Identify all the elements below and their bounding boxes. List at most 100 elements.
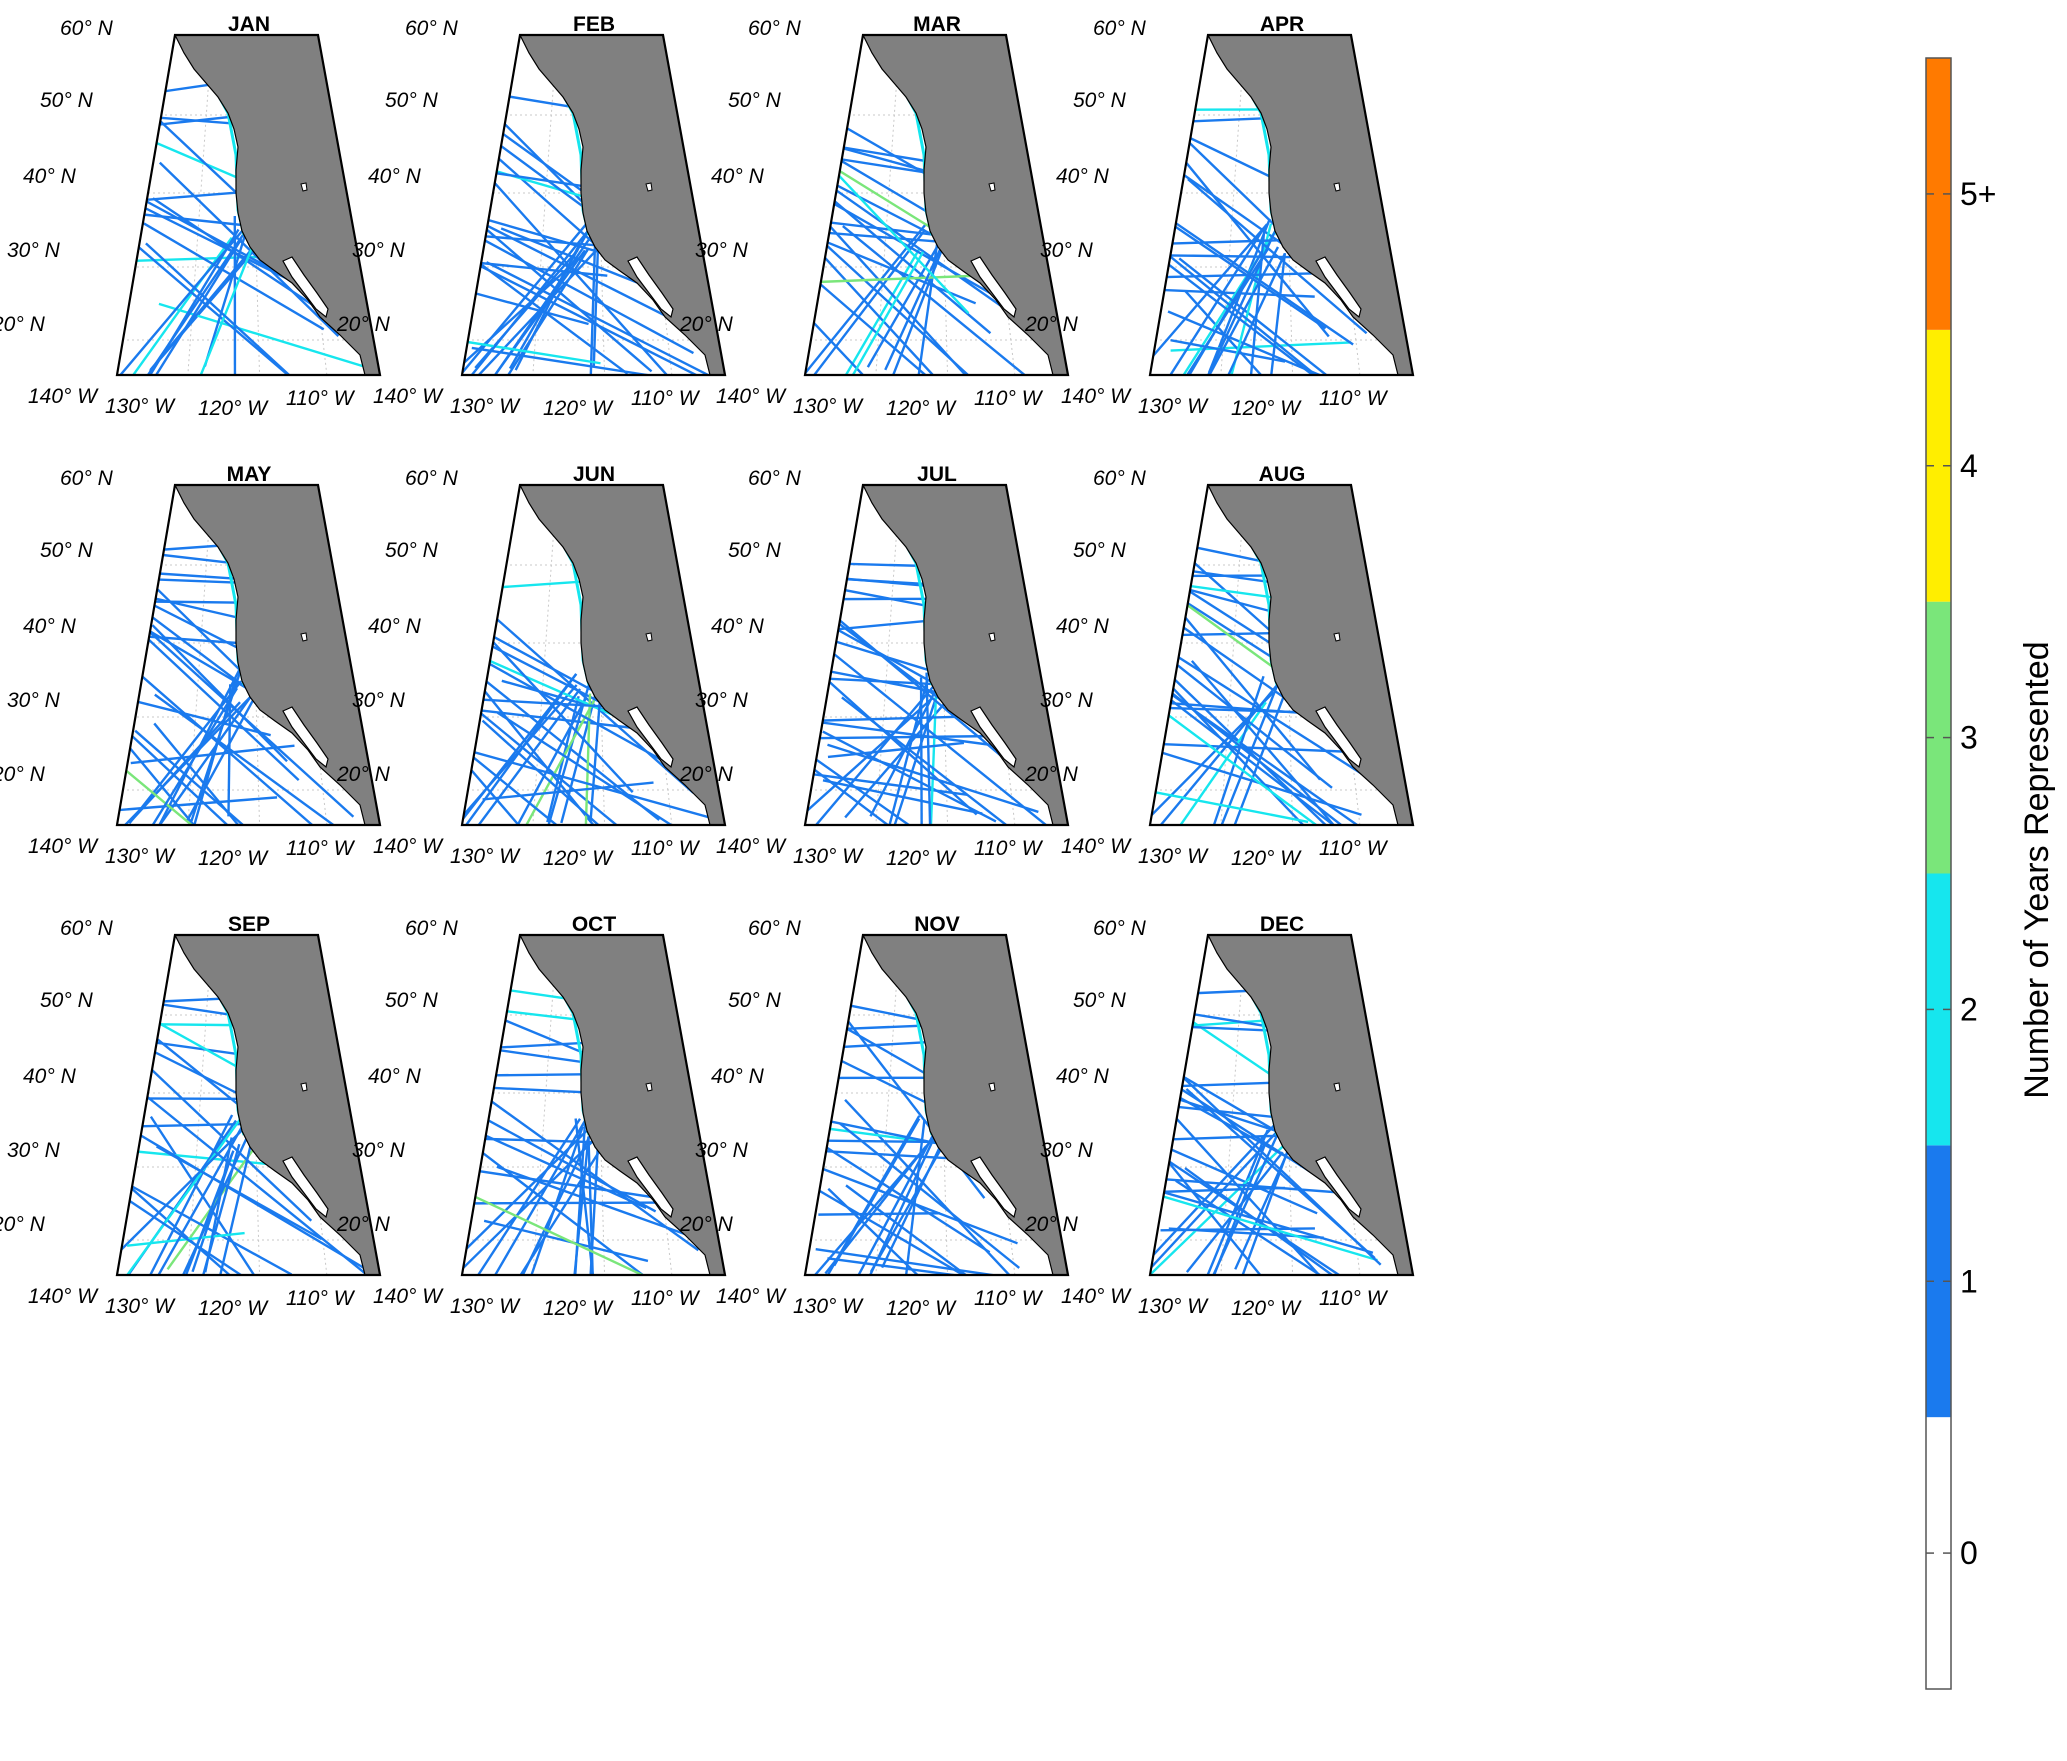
ship-track	[806, 680, 939, 825]
map-panel-jan: JAN 60° N 50° N 40° N 30° N 20° N 140° W 130° W…	[0, 13, 382, 420]
ship-tracks	[805, 79, 1068, 375]
ship-track	[462, 684, 578, 825]
longitude-label: 120° W	[543, 847, 614, 870]
longitude-label: 110° W	[974, 1287, 1044, 1310]
ship-track	[805, 1159, 1018, 1245]
latitude-label: 40° N	[1056, 1065, 1110, 1088]
ship-track	[485, 261, 725, 375]
ship-track	[869, 1143, 945, 1273]
longitude-label: 130° W	[1138, 395, 1209, 418]
ship-track	[1167, 310, 1353, 375]
month-title: MAY	[227, 463, 272, 486]
ship-track	[120, 1178, 361, 1275]
latitude-label: 50° N	[1073, 89, 1127, 112]
ship-track	[815, 1248, 996, 1275]
longitude-label: 140° W	[716, 835, 787, 858]
ship-track	[832, 652, 1049, 825]
graticule-line	[249, 485, 261, 825]
month-title: MAR	[913, 13, 961, 36]
longitude-label: 120° W	[543, 1297, 614, 1320]
land-area	[862, 935, 1068, 1275]
ship-track	[477, 1118, 582, 1275]
colorbar-ticks: 0 1 2 3 4 5+	[1926, 176, 1996, 1571]
month-title: AUG	[1259, 463, 1306, 486]
ship-track	[1198, 214, 1284, 375]
longitude-label: 120° W	[886, 1297, 957, 1320]
ship-track	[483, 1219, 649, 1263]
inland-lake	[1333, 1082, 1341, 1092]
map-panels: JAN 60° N 50° N 40° N 30° N 20° N 140° W 130° W…	[0, 13, 1415, 1320]
ship-track	[481, 719, 725, 825]
ship-track	[584, 693, 592, 825]
latitude-label: 50° N	[1073, 989, 1127, 1012]
ship-track	[117, 796, 278, 812]
gulf-of-california	[1315, 256, 1362, 319]
ship-track	[149, 241, 259, 371]
gulf-of-california	[970, 256, 1017, 319]
latitude-label: 40° N	[23, 1065, 77, 1088]
ship-track	[470, 231, 695, 355]
latitude-label: 60° N	[748, 17, 802, 40]
inland-lake	[645, 182, 653, 192]
ship-track	[925, 672, 932, 825]
land-area	[1207, 35, 1413, 375]
ship-track	[119, 214, 257, 375]
graticule-line	[249, 935, 261, 1275]
ship-track	[192, 235, 258, 375]
latitude-label: 20° N	[1024, 763, 1079, 786]
ship-track	[1160, 227, 1266, 375]
ship-track	[1234, 1144, 1293, 1270]
longitude-label: 130° W	[450, 1295, 521, 1318]
ship-track	[592, 252, 599, 367]
graticule-line	[1282, 485, 1294, 825]
colorbar-frame	[1925, 57, 1952, 1690]
longitude-label: 120° W	[886, 397, 957, 420]
ship-track	[805, 307, 1003, 375]
latitude-label: 40° N	[711, 1065, 765, 1088]
ship-track	[902, 1119, 926, 1275]
inland-lake	[300, 182, 308, 192]
ship-track	[1160, 248, 1394, 375]
longitude-label: 140° W	[373, 385, 444, 408]
graticule-line	[937, 935, 949, 1275]
longitude-label: 110° W	[1319, 387, 1389, 410]
ship-track	[1207, 218, 1271, 374]
ship-track	[805, 760, 988, 825]
ship-track	[144, 687, 239, 825]
ship-track	[203, 217, 252, 367]
ship-track	[475, 219, 653, 373]
ship-track	[587, 1136, 595, 1275]
graticule-line	[1282, 935, 1294, 1275]
latitude-label: 50° N	[40, 989, 94, 1012]
ship-track	[805, 1181, 971, 1275]
longitude-label: 140° W	[373, 835, 444, 858]
ship-track	[124, 729, 327, 825]
map-frame	[115, 933, 382, 1277]
ship-track	[147, 238, 243, 375]
inland-lake	[988, 182, 996, 192]
month-title: JUL	[917, 463, 957, 486]
ship-track	[1184, 289, 1341, 375]
month-title: SEP	[228, 913, 270, 936]
longitude-label: 110° W	[974, 837, 1044, 860]
graticule-line	[594, 35, 606, 375]
month-title: JAN	[228, 13, 270, 36]
latitude-label: 20° N	[0, 313, 46, 336]
latitude-label: 30° N	[352, 239, 406, 262]
gulf-of-california	[282, 1156, 329, 1219]
ship-track	[117, 1184, 341, 1275]
latitude-label: 50° N	[385, 989, 439, 1012]
longitude-label: 140° W	[373, 1285, 444, 1308]
ship-track	[125, 236, 233, 375]
map-panel-mar: MAR 60° N 50° N 40° N 30° N 20° N 140° W 130° W…	[679, 13, 1070, 420]
ship-track	[482, 1116, 657, 1213]
latitude-label: 30° N	[352, 1139, 406, 1162]
land-area	[1207, 485, 1413, 825]
longitude-label: 130° W	[793, 1295, 864, 1318]
graticule-line	[186, 35, 213, 375]
month-title: JUN	[573, 463, 615, 486]
latitude-label: 20° N	[336, 763, 391, 786]
colorbar-tick-label: 1	[1960, 1263, 1978, 1299]
ship-track	[492, 180, 686, 375]
